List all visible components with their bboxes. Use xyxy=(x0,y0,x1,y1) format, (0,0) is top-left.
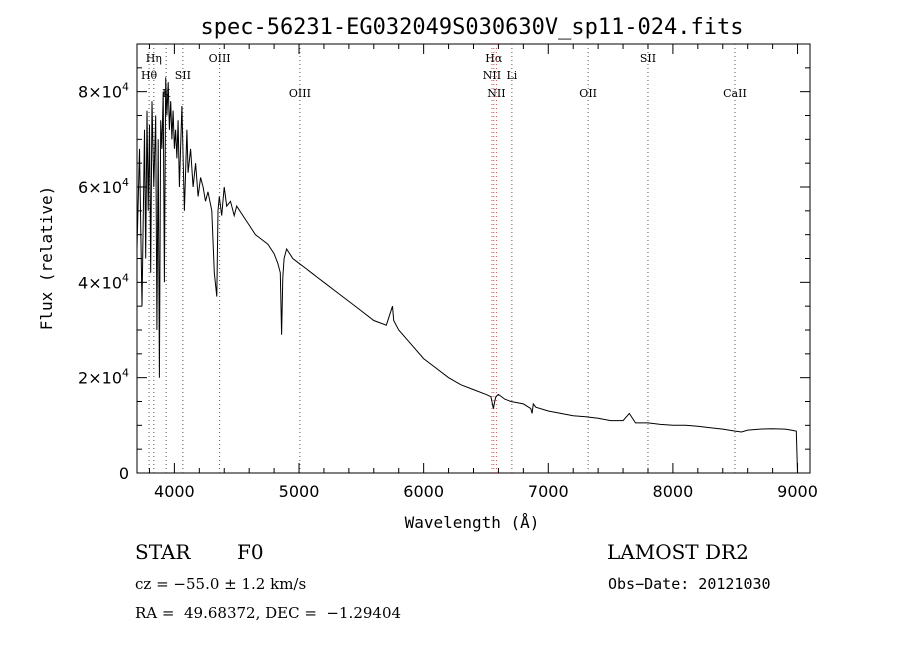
obs-date: Obs−Date: 20121030 xyxy=(608,575,771,593)
line-marker-label: Hη xyxy=(146,52,162,65)
y-tick-label: 8×104 xyxy=(78,81,129,102)
line-marker-label: OIII xyxy=(289,87,311,100)
coordinates: RA = 49.68372, DEC = −1.29404 xyxy=(135,604,402,622)
line-marker-label: OII xyxy=(579,87,597,100)
y-axis-label: Flux (relative) xyxy=(37,186,56,331)
line-marker-label: Li xyxy=(506,69,517,82)
x-axis-label: Wavelength (Å) xyxy=(405,513,540,532)
plot-frame xyxy=(136,43,811,474)
line-marker-label: Hα xyxy=(485,52,503,65)
x-tick-label: 4000 xyxy=(154,482,195,501)
y-tick-label: 0 xyxy=(119,464,129,483)
object-class: STAR xyxy=(135,540,191,564)
y-tick-label: 6×104 xyxy=(78,176,129,197)
chart-title: spec-56231-EG032049S030630V_sp11-024.fit… xyxy=(200,15,743,40)
line-marker-label: OIII xyxy=(209,52,231,65)
x-tick-label: 8000 xyxy=(653,482,694,501)
y-tick-label: 2×104 xyxy=(78,367,129,388)
line-marker-label: SII xyxy=(640,52,656,65)
spectrum-line xyxy=(136,77,798,474)
line-marker-label: SII xyxy=(175,69,191,82)
x-tick-label: 5000 xyxy=(279,482,320,501)
line-marker-label: Hθ xyxy=(141,69,158,82)
line-marker-label: NII xyxy=(483,69,501,82)
y-tick-label: 4×104 xyxy=(78,271,129,292)
x-tick-label: 6000 xyxy=(403,482,444,501)
axis-ticks: 4000 5000 6000 7000 8000 9000 0 2×104 4×104 6×104… xyxy=(78,43,818,501)
x-tick-label: 9000 xyxy=(777,482,818,501)
x-tick-label: 7000 xyxy=(528,482,569,501)
line-marker-label: NII xyxy=(487,87,505,100)
survey-name: LAMOST DR2 xyxy=(607,540,749,564)
object-subclass: F0 xyxy=(237,540,264,564)
velocity-readout: cz = −55.0 ± 1.2 km/s xyxy=(135,575,307,593)
line-marker-label: CaII xyxy=(723,87,747,100)
